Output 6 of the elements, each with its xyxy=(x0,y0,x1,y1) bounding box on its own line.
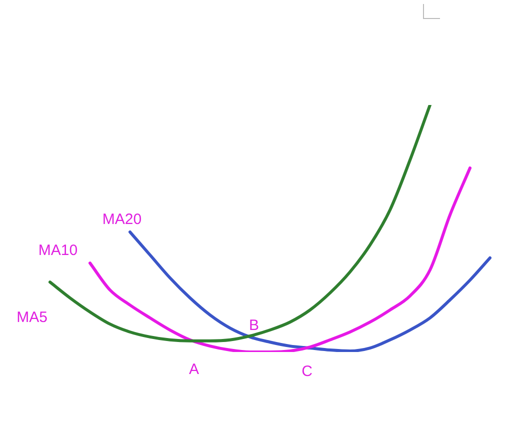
series-label: MA10 xyxy=(38,242,78,260)
text: C xyxy=(302,363,313,380)
text: A xyxy=(188,361,200,378)
series-label: MA20 xyxy=(102,211,142,228)
annotation: B xyxy=(248,317,260,334)
series-label: MA5 xyxy=(16,309,48,326)
